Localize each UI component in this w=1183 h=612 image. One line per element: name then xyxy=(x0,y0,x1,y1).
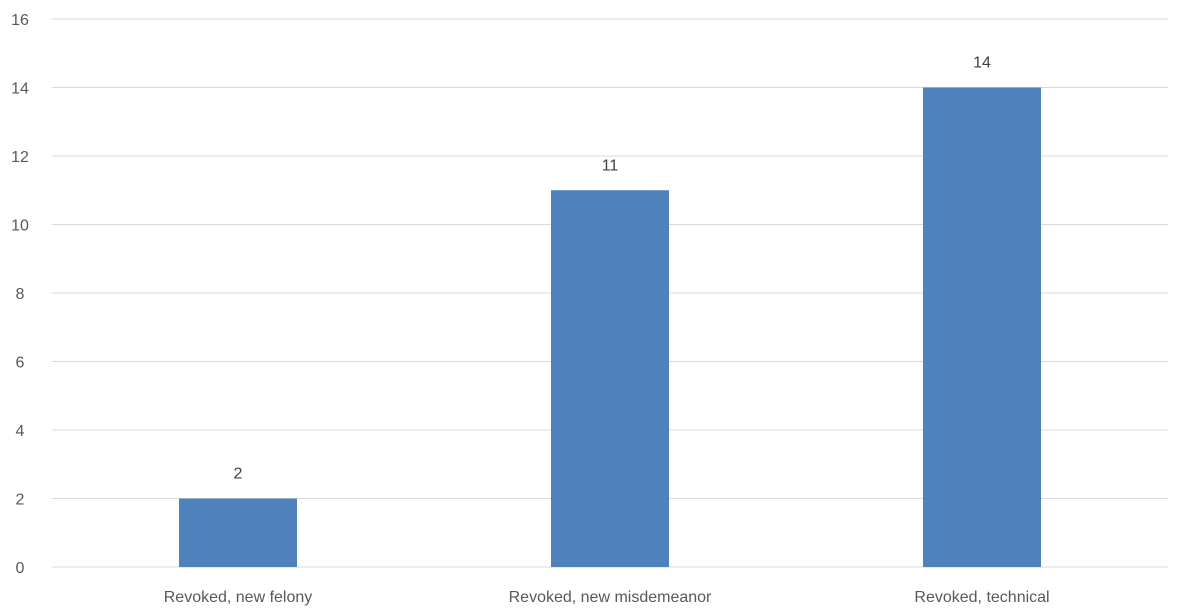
y-axis-tick-labels: 0 2 4 6 8 10 12 14 16 xyxy=(11,12,29,577)
y-tick-label: 6 xyxy=(16,355,25,372)
bar xyxy=(551,190,669,567)
y-tick-label: 12 xyxy=(11,149,29,166)
y-tick-label: 10 xyxy=(11,218,29,235)
y-tick-label: 8 xyxy=(16,286,25,303)
bar xyxy=(923,87,1041,567)
bars xyxy=(179,87,1041,567)
x-axis-category-labels: Revoked, new felony Revoked, new misdemea… xyxy=(164,589,1050,606)
y-tick-label: 4 xyxy=(16,423,25,440)
data-labels: 2 11 14 xyxy=(234,55,991,483)
data-label: 2 xyxy=(234,466,243,483)
data-label: 14 xyxy=(973,55,991,72)
x-category-label: Revoked, new felony xyxy=(164,589,313,606)
y-tick-label: 0 xyxy=(16,560,25,577)
x-category-label: Revoked, new misdemeanor xyxy=(509,589,712,606)
x-category-label: Revoked, technical xyxy=(914,589,1049,606)
data-label: 11 xyxy=(602,157,619,174)
bar xyxy=(179,498,297,567)
y-tick-label: 2 xyxy=(16,492,25,509)
y-tick-label: 16 xyxy=(11,12,29,29)
y-tick-label: 14 xyxy=(11,81,29,98)
